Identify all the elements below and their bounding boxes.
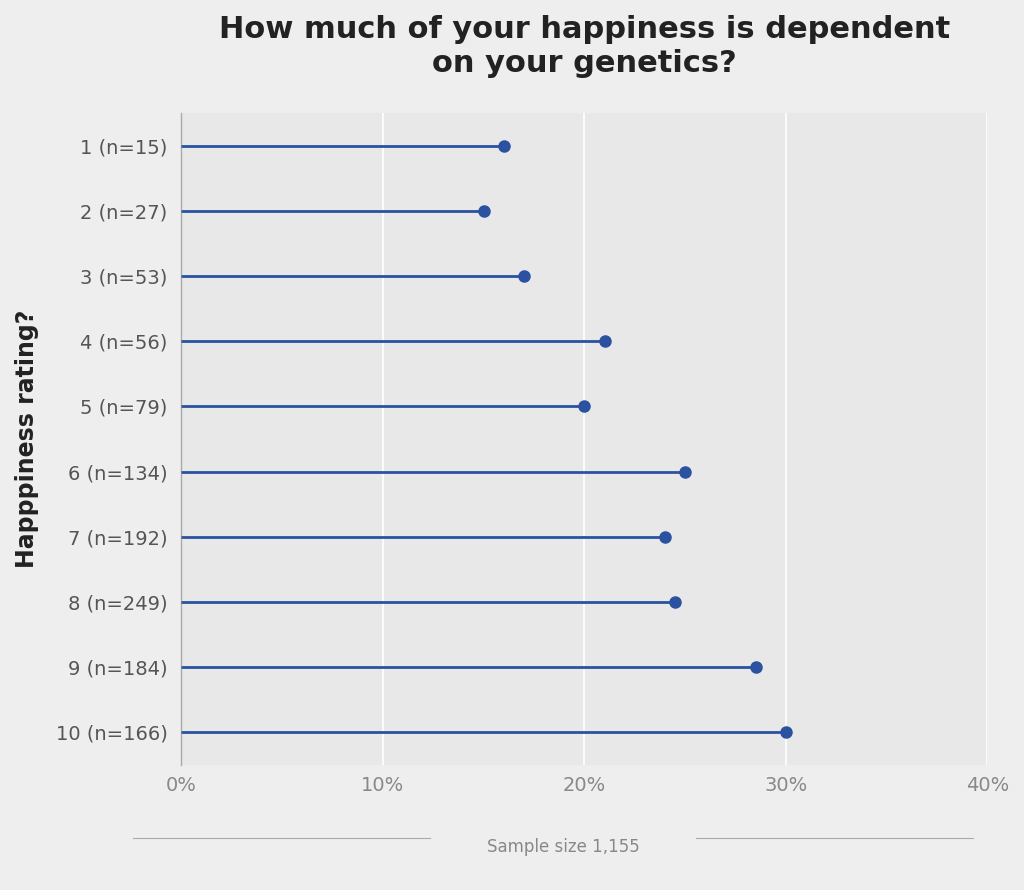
Title: How much of your happiness is dependent
on your genetics?: How much of your happiness is dependent … — [219, 15, 950, 77]
Y-axis label: Happpiness rating?: Happpiness rating? — [15, 310, 39, 568]
Text: Sample size 1,155: Sample size 1,155 — [486, 838, 640, 856]
